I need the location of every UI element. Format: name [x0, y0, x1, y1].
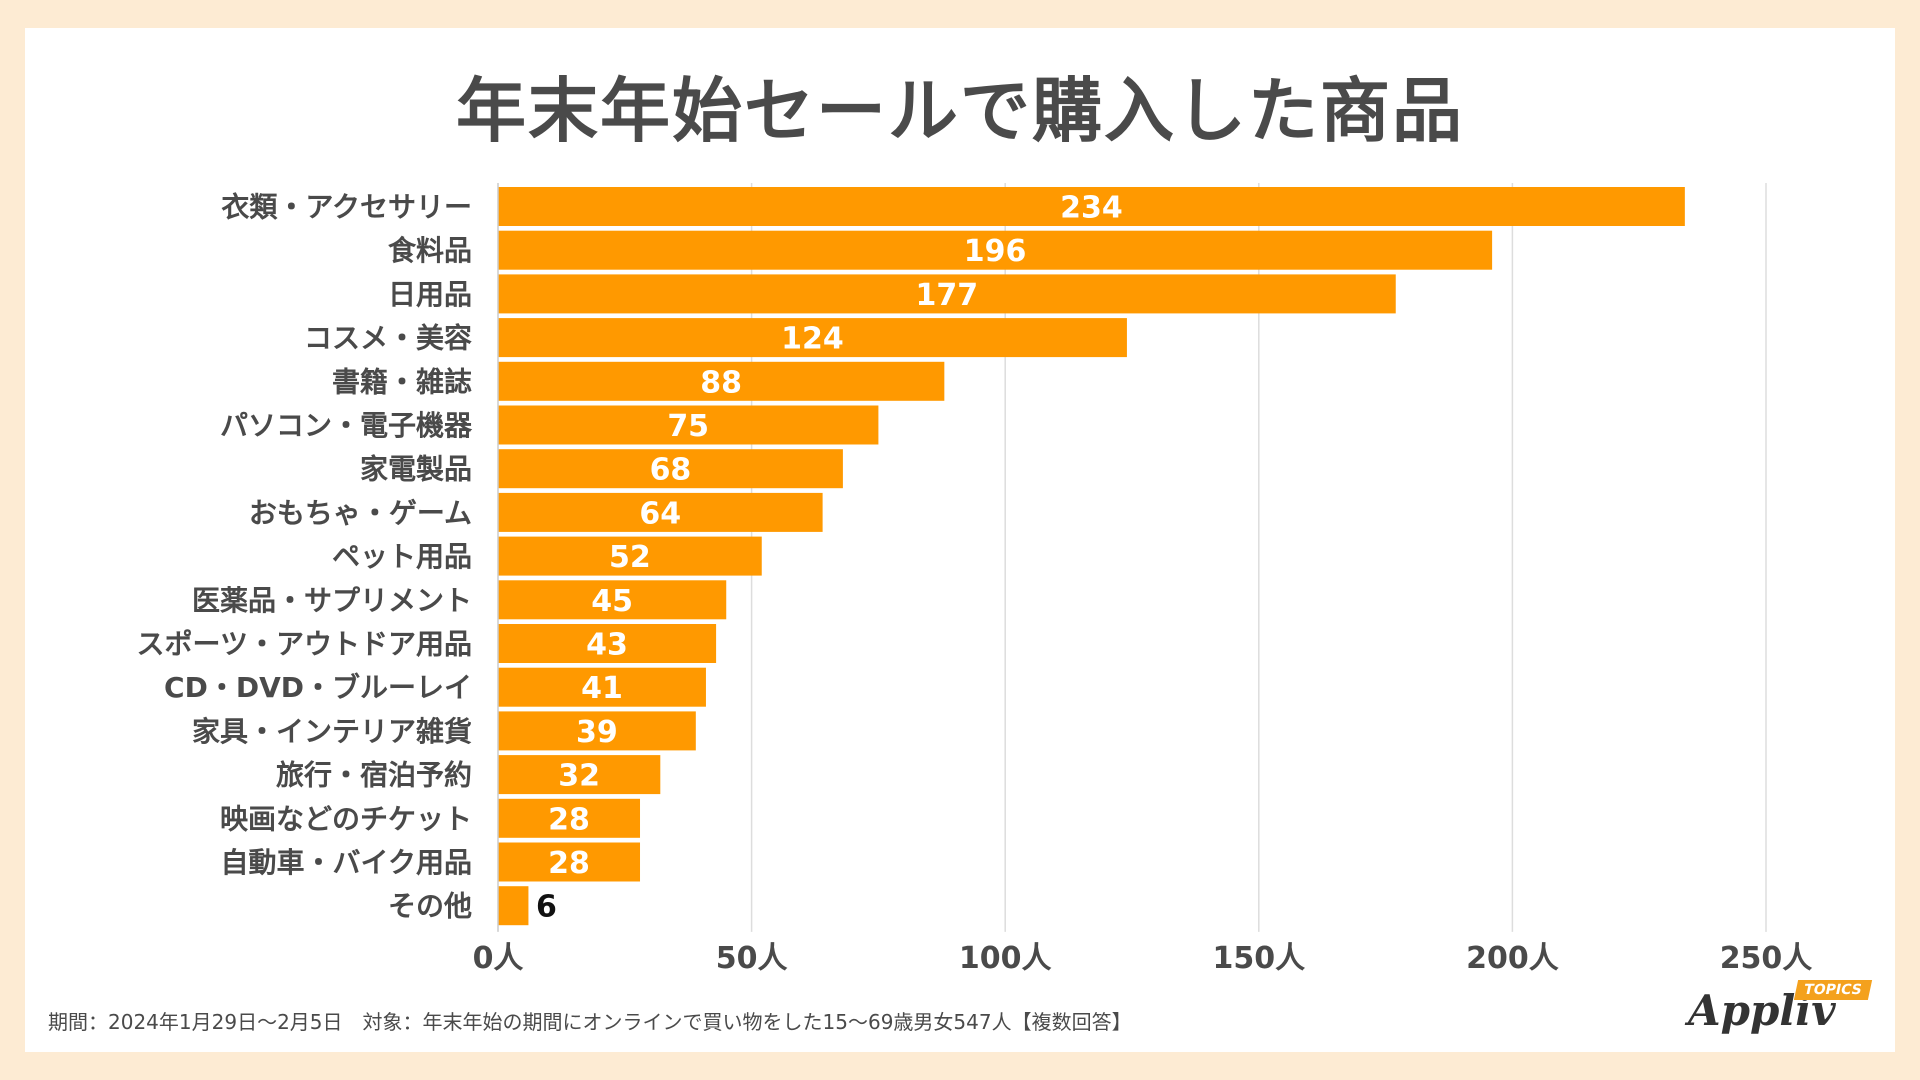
bar — [498, 536, 762, 576]
category-label: パソコン・電子機器 — [220, 409, 473, 442]
category-label: コスメ・美容 — [304, 322, 472, 355]
data-label: 45 — [591, 584, 633, 619]
category-label: 書籍・雑誌 — [332, 365, 472, 398]
logo-badge: TOPICS — [1793, 980, 1872, 1000]
data-label: 88 — [700, 365, 742, 400]
data-label: 43 — [586, 628, 628, 663]
x-tick-label: 150人 — [1212, 941, 1305, 976]
category-label: 旅行・宿泊予約 — [276, 759, 472, 792]
data-label: 39 — [576, 715, 618, 750]
x-tick-label: 0人 — [473, 941, 524, 976]
x-tick-label: 200人 — [1466, 941, 1559, 976]
data-label: 6 — [536, 890, 557, 925]
category-label: ペット用品 — [332, 540, 472, 573]
category-label: 食料品 — [388, 234, 472, 267]
category-label: CD・DVD・ブルーレイ — [164, 671, 472, 704]
data-label: 234 — [1060, 191, 1123, 226]
data-label: 75 — [667, 409, 709, 444]
x-tick-label: 250人 — [1720, 941, 1813, 976]
data-label: 64 — [639, 496, 681, 531]
bar — [498, 755, 661, 795]
bar — [498, 187, 1685, 226]
bar — [498, 798, 641, 838]
data-label: 177 — [916, 278, 979, 313]
bar — [498, 361, 945, 401]
bar — [498, 449, 843, 489]
category-label: 映画などのチケット — [220, 802, 472, 835]
bar — [498, 667, 706, 707]
data-label: 41 — [581, 671, 623, 706]
bar — [498, 230, 1493, 270]
category-label: 日用品 — [388, 278, 472, 311]
footer-note: 期間：2024年1月29日～2月5日 対象：年末年始の期間にオンラインで買い物を… — [48, 1010, 1132, 1034]
chart-title: 年末年始セールで購入した商品 — [456, 70, 1464, 152]
x-tick-label: 50人 — [716, 941, 788, 976]
category-label: 医薬品・サプリメント — [192, 584, 472, 617]
bar — [498, 886, 529, 926]
data-label: 32 — [558, 759, 600, 794]
category-label: スポーツ・アウトドア用品 — [137, 628, 472, 661]
category-label: おもちゃ・ゲーム — [249, 496, 472, 529]
data-label: 68 — [650, 453, 692, 488]
data-label: 28 — [548, 846, 590, 881]
data-label: 52 — [609, 540, 651, 575]
data-label: 196 — [964, 234, 1027, 269]
bar — [498, 580, 727, 620]
applivtopics-logo: Appliv TOPICS — [1688, 978, 1872, 1040]
category-label: 家電製品 — [360, 453, 472, 486]
data-label: 124 — [781, 322, 844, 357]
bar — [498, 405, 879, 445]
bar — [498, 842, 641, 882]
bar — [498, 274, 1396, 314]
x-tick-label: 100人 — [959, 941, 1052, 976]
bar — [498, 624, 717, 663]
category-label: 衣類・アクセサリー — [221, 191, 472, 224]
bar — [498, 711, 696, 751]
data-label: 28 — [548, 802, 590, 837]
category-label: その他 — [388, 890, 472, 923]
bar — [498, 318, 1127, 358]
category-label: 自動車・バイク用品 — [221, 846, 472, 879]
bar — [498, 492, 823, 532]
category-label: 家具・インテリア雑貨 — [192, 715, 472, 748]
